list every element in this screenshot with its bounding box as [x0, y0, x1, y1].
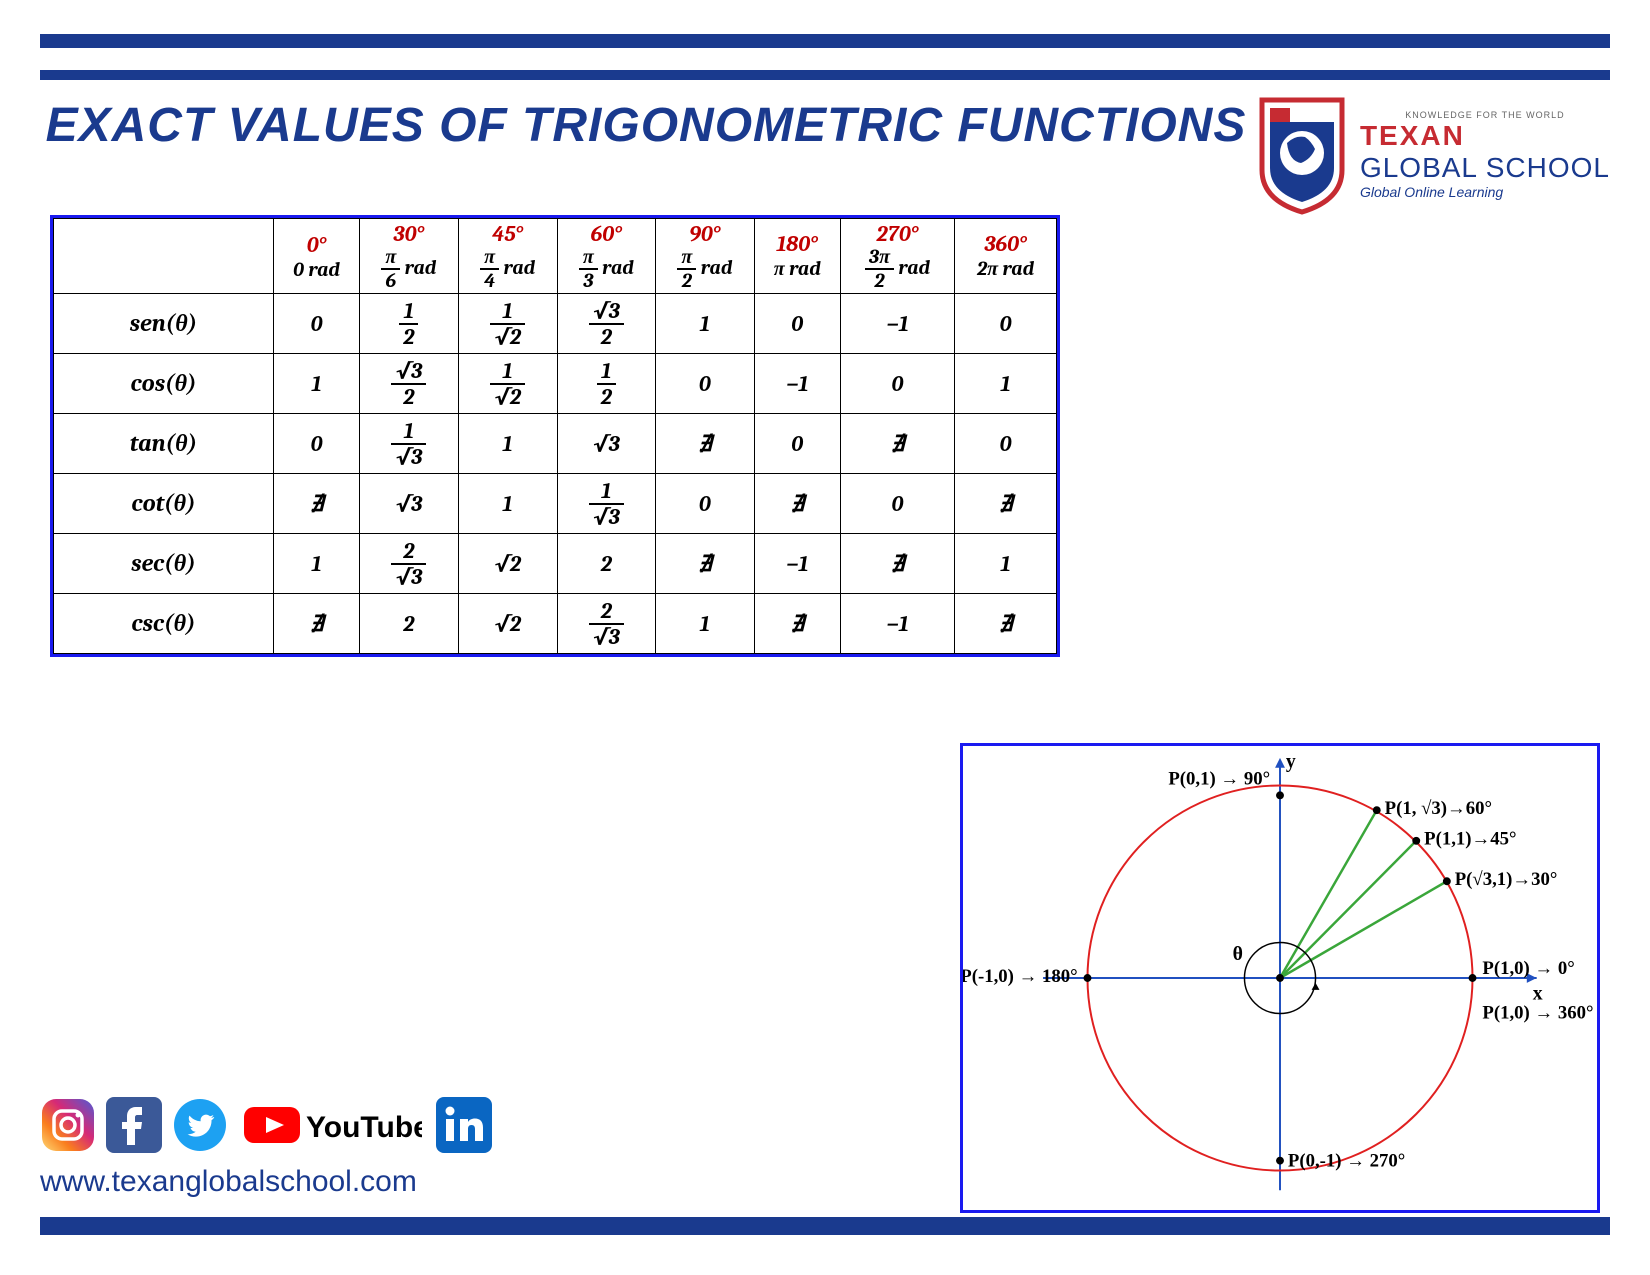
trig-cell: 0 [840, 354, 954, 414]
function-label: csc(θ) [54, 594, 274, 654]
shield-icon [1252, 95, 1352, 215]
angle-header: 360°2π rad [955, 219, 1057, 294]
youtube-icon: YouTube [238, 1097, 426, 1153]
angle-header: 270°3π2 rad [840, 219, 954, 294]
trig-cell: 0 [656, 474, 755, 534]
page-title: EXACT VALUES OF TRIGONOMETRIC FUNCTIONS [40, 90, 1252, 173]
website-url: www.texanglobalschool.com [40, 1165, 1610, 1199]
logo-text: KNOWLEDGE FOR THE WORLD TEXAN GLOBAL SCH… [1360, 110, 1610, 200]
trig-cell: 1√3 [360, 414, 459, 474]
trig-cell: 12 [360, 294, 459, 354]
diagram-point-label: P(1,1)→45° [1424, 829, 1516, 850]
diagram-point-label: P(√3,1)→30° [1455, 869, 1558, 890]
trig-cell: 1 [955, 534, 1057, 594]
rule [40, 1217, 1610, 1235]
logo-line2: GLOBAL SCHOOL [1360, 152, 1610, 184]
trig-cell: 2√3 [557, 594, 656, 654]
trig-cell: 0 [754, 294, 840, 354]
trig-cell: 1√3 [557, 474, 656, 534]
trig-cell: 0 [955, 414, 1057, 474]
svg-text:YouTube: YouTube [306, 1111, 422, 1144]
instagram-icon [40, 1097, 96, 1153]
svg-text:x: x [1533, 983, 1543, 1005]
trig-cell: ∄ [274, 594, 360, 654]
top-rules [40, 34, 1610, 80]
function-label: sen(θ) [54, 294, 274, 354]
logo-sub: Global Online Learning [1360, 184, 1610, 200]
trig-cell: √2 [458, 594, 557, 654]
trig-cell: √2 [458, 534, 557, 594]
logo-tagline: KNOWLEDGE FOR THE WORLD [1360, 110, 1610, 120]
trig-cell: √32 [360, 354, 459, 414]
social-row: YouTube [40, 1097, 1610, 1153]
diagram-point-label: P(0,1) → 90° [1168, 769, 1270, 790]
function-label: tan(θ) [54, 414, 274, 474]
rule [40, 70, 1610, 80]
logo-line1: TEXAN [1360, 120, 1610, 152]
function-label: sec(θ) [54, 534, 274, 594]
facebook-icon [106, 1097, 162, 1153]
trig-cell: −1 [754, 354, 840, 414]
svg-text:y: y [1286, 751, 1296, 773]
trig-cell: √32 [557, 294, 656, 354]
trig-cell: √3 [360, 474, 459, 534]
function-label: cos(θ) [54, 354, 274, 414]
linkedin-icon [436, 1097, 492, 1153]
header: EXACT VALUES OF TRIGONOMETRIC FUNCTIONS … [40, 90, 1610, 215]
trig-cell: 0 [955, 294, 1057, 354]
trig-cell: ∄ [656, 414, 755, 474]
theta-label: θ [1233, 943, 1243, 965]
trig-table: 0°0 rad30°π6 rad45°π4 rad60°π3 rad90°π2 … [50, 215, 1060, 657]
footer: YouTube www.texanglobalschool.com [40, 1097, 1610, 1235]
trig-cell: −1 [840, 594, 954, 654]
trig-cell: 0 [754, 414, 840, 474]
rule [40, 34, 1610, 48]
diagram-point-label: P(-1,0) → 180° [963, 966, 1078, 987]
angle-header: 0°0 rad [274, 219, 360, 294]
trig-cell: −1 [754, 534, 840, 594]
angle-header: 90°π2 rad [656, 219, 755, 294]
angle-header: 60°π3 rad [557, 219, 656, 294]
trig-cell: √3 [557, 414, 656, 474]
diagram-point-label: P(1, √3)→60° [1385, 798, 1492, 819]
trig-cell: −1 [840, 294, 954, 354]
trig-cell: 2 [360, 594, 459, 654]
diagram-point-label: P(1,0) → 360° [1482, 1002, 1593, 1023]
diagram-point-label: P(1,0) → 0° [1482, 958, 1574, 979]
angle-header: 180°π rad [754, 219, 840, 294]
trig-cell: 1√2 [458, 354, 557, 414]
trig-cell: 1 [274, 534, 360, 594]
trig-cell: ∄ [955, 474, 1057, 534]
angle-header: 45°π4 rad [458, 219, 557, 294]
trig-cell: 1√2 [458, 294, 557, 354]
trig-cell: 0 [274, 294, 360, 354]
trig-cell: 2 [557, 534, 656, 594]
trig-cell: 0 [656, 354, 755, 414]
trig-cell: 0 [274, 414, 360, 474]
trig-cell: 1 [458, 414, 557, 474]
trig-cell: 1 [458, 474, 557, 534]
trig-cell: ∄ [656, 534, 755, 594]
trig-cell: ∄ [955, 594, 1057, 654]
trig-cell: 0 [840, 474, 954, 534]
function-label: cot(θ) [54, 474, 274, 534]
twitter-icon [172, 1097, 228, 1153]
trig-cell: 12 [557, 354, 656, 414]
trig-cell: 2√3 [360, 534, 459, 594]
page: EXACT VALUES OF TRIGONOMETRIC FUNCTIONS … [0, 0, 1650, 1275]
trig-cell: ∄ [840, 414, 954, 474]
trig-cell: ∄ [274, 474, 360, 534]
trig-cell: 1 [656, 594, 755, 654]
trig-cell: 1 [274, 354, 360, 414]
trig-cell: 1 [955, 354, 1057, 414]
trig-cell: ∄ [840, 534, 954, 594]
angle-header: 30°π6 rad [360, 219, 459, 294]
trig-cell: ∄ [754, 594, 840, 654]
trig-cell: 1 [656, 294, 755, 354]
trig-cell: ∄ [754, 474, 840, 534]
logo: KNOWLEDGE FOR THE WORLD TEXAN GLOBAL SCH… [1252, 95, 1610, 215]
